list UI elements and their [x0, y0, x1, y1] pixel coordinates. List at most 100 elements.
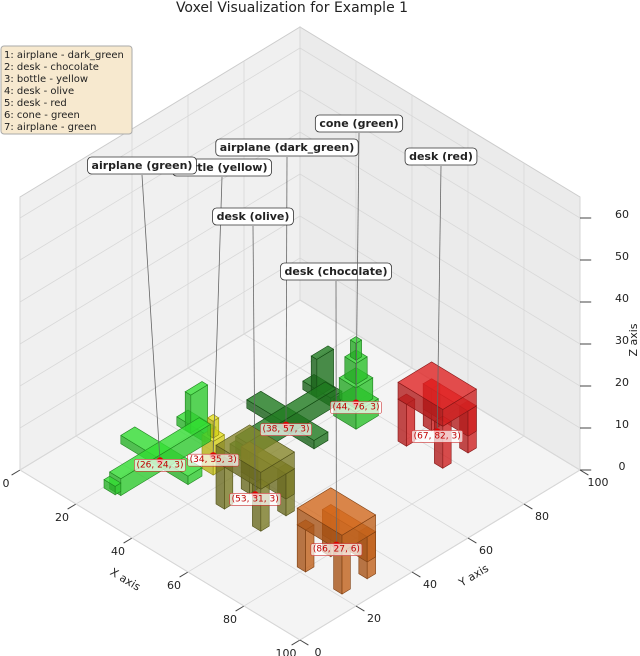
coord-label-box	[411, 430, 464, 443]
annotation: desk (olive)	[212, 207, 294, 226]
voxel-face	[207, 414, 220, 422]
annotation-text: desk (olive)	[217, 210, 290, 223]
grid-line	[299, 257, 581, 429]
annotation-box	[314, 114, 404, 133]
coord-label: (38, 57, 3)	[260, 423, 312, 436]
voxel-face	[252, 483, 262, 532]
x-tick-label: 20	[55, 511, 69, 524]
voxel-face	[397, 398, 407, 447]
coord-label: (67, 82, 3)	[411, 430, 464, 443]
y-tick-label: 40	[423, 578, 437, 591]
y-tick-label: 60	[479, 544, 493, 557]
callout-line	[252, 225, 256, 495]
coord-label-box	[229, 492, 282, 506]
callout-line	[141, 174, 161, 461]
coord-label-text: (44, 76, 3)	[332, 403, 379, 413]
coord-label-box	[187, 453, 240, 467]
annotation-text: desk (chocolate)	[285, 265, 388, 278]
coord-label-text: (34, 35, 3)	[190, 455, 237, 465]
y-tick	[579, 469, 589, 476]
annotation-box	[215, 138, 359, 157]
annotation-box	[404, 147, 478, 166]
coord-label-box	[260, 423, 312, 436]
legend-entry: 1: airplane - dark_green	[4, 50, 124, 61]
voxel-face	[397, 361, 477, 410]
callout-line	[355, 132, 360, 404]
coord-label: (86, 27, 6)	[310, 543, 363, 556]
y-tick	[467, 537, 477, 544]
grid-line	[299, 215, 581, 387]
grid-line	[19, 299, 301, 471]
annotation-text: bottle (yellow)	[177, 161, 268, 174]
voxel-face	[434, 420, 444, 469]
annotation-box	[212, 207, 294, 226]
voxel-face	[310, 345, 335, 360]
voxel-face	[184, 381, 209, 396]
grid-line	[299, 469, 581, 641]
coord-label-text: (53, 31, 3)	[232, 494, 279, 504]
legend-entry: 6: cone - green	[4, 110, 80, 121]
voxel-face	[442, 420, 452, 469]
annotation: cone (green)	[314, 114, 404, 133]
voxel-face	[215, 461, 225, 510]
grid-line	[19, 89, 301, 261]
voxel-face	[260, 483, 270, 532]
x-tick-label: 60	[167, 579, 181, 592]
z-tick-label: 40	[615, 292, 629, 305]
z-axis-label: Z axis	[627, 323, 640, 356]
annotation-text: cone (green)	[319, 117, 398, 130]
z-tick-label: 30	[615, 334, 629, 347]
annotation-text: airplane (green)	[92, 159, 193, 172]
annotation: desk (chocolate)	[280, 262, 392, 281]
coord-label-box	[330, 401, 382, 414]
y-tick	[355, 605, 365, 612]
voxel-face	[103, 475, 122, 487]
x-axis-label: X axis	[108, 565, 143, 593]
z-tick-label: 50	[615, 250, 629, 263]
grid-line	[19, 469, 301, 641]
annotation: desk (red)	[404, 147, 478, 166]
coord-label: (53, 31, 3)	[229, 492, 282, 506]
grid-line	[19, 173, 301, 345]
z-tick-label: 60	[615, 208, 629, 221]
x-tick	[291, 639, 301, 646]
coord-label: (34, 35, 3)	[187, 453, 240, 467]
x-tick-label: 40	[111, 545, 125, 558]
coord-label-text: (67, 82, 3)	[414, 431, 461, 441]
voxel-face	[349, 336, 363, 344]
annotation-box	[280, 262, 392, 281]
coord-label-text: (38, 57, 3)	[262, 425, 309, 435]
y-tick-label: 20	[367, 612, 381, 625]
x-tick-label: 0	[3, 477, 10, 490]
coord-label: (44, 76, 3)	[330, 401, 382, 414]
y-tick	[299, 639, 309, 646]
x-tick	[11, 469, 21, 476]
x-tick-label: 100	[276, 647, 297, 656]
annotation: airplane (green)	[87, 156, 197, 175]
y-axis-label: Y axis	[456, 562, 491, 590]
y-tick	[523, 503, 533, 510]
annotation-text: desk (red)	[409, 150, 473, 163]
y-tick-label: 100	[588, 476, 609, 489]
coord-label-text: (86, 27, 6)	[313, 545, 360, 555]
coord-label-box	[310, 543, 363, 556]
callout-line	[436, 165, 442, 432]
coord-label: (26, 24, 3)	[134, 458, 186, 472]
z-tick-label: 0	[619, 460, 626, 473]
callout-line	[285, 156, 288, 426]
legend-entry: 3: bottle - yellow	[4, 74, 88, 85]
legend-entry: 2: desk - chocolate	[4, 62, 99, 73]
grid-line	[243, 333, 525, 505]
x-tick-label: 80	[223, 613, 237, 626]
legend-box	[0, 45, 133, 135]
legend-entry: 4: desk - olive	[4, 86, 74, 97]
grid-line	[187, 367, 469, 539]
coord-label-box	[134, 458, 186, 472]
grid-line	[19, 47, 301, 219]
x-tick	[123, 537, 133, 544]
x-tick	[179, 571, 189, 578]
annotation-box	[87, 156, 197, 175]
legend-entry: 7: airplane - green	[4, 122, 97, 133]
grid-line	[299, 47, 581, 219]
